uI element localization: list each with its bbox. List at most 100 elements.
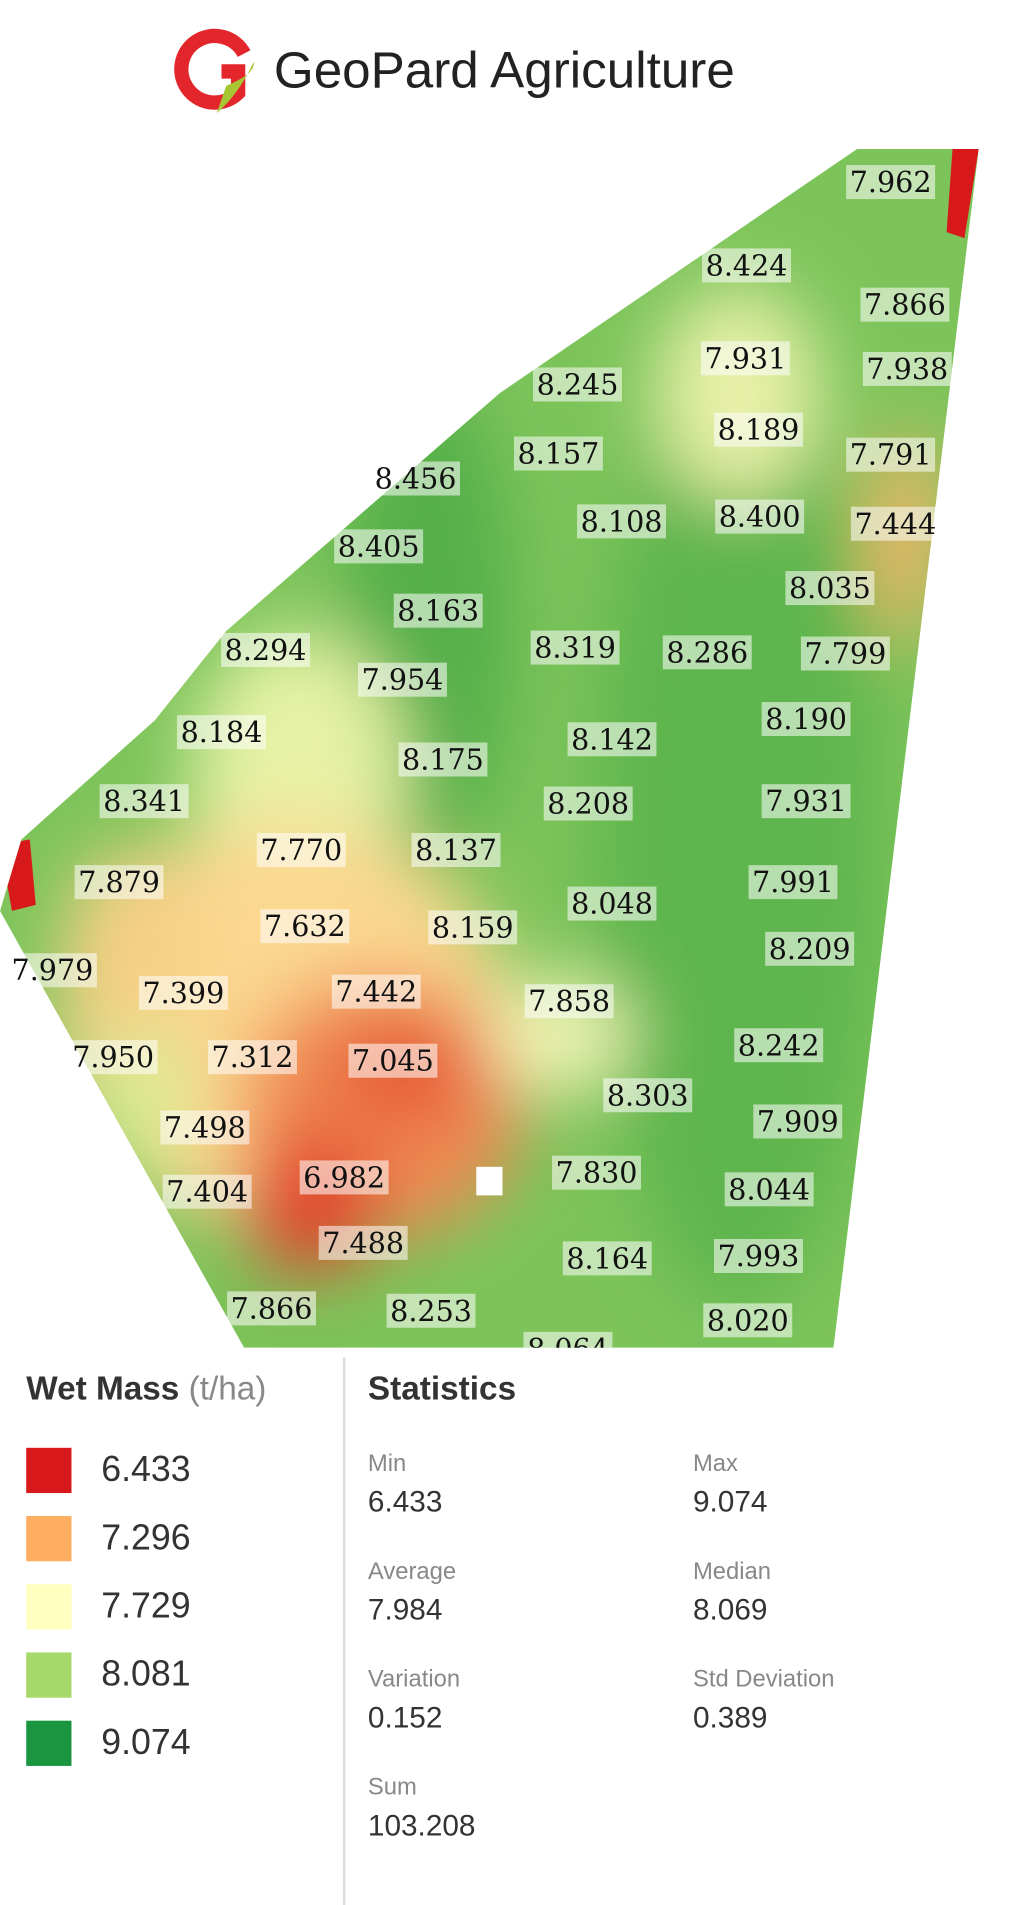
stats-title: Statistics xyxy=(368,1370,516,1407)
label-bg xyxy=(177,715,266,750)
legend-label: 6.433 xyxy=(101,1449,190,1489)
map-label: 7.399 xyxy=(142,976,224,1010)
map-label: 8.184 xyxy=(181,715,263,749)
map-label: 8.242 xyxy=(738,1028,820,1062)
map-label: 8.157 xyxy=(518,437,600,471)
label-bg xyxy=(358,662,447,697)
map-label: 7.045 xyxy=(352,1044,434,1078)
map-label: 7.991 xyxy=(752,865,834,899)
stat-value: 7.984 xyxy=(368,1594,442,1627)
label-bg xyxy=(334,529,424,564)
map-label: 7.954 xyxy=(362,663,444,697)
label-bg xyxy=(256,832,346,867)
map-label: 7.770 xyxy=(260,833,342,867)
stat-value: 8.069 xyxy=(693,1594,767,1627)
stat-label: Average xyxy=(368,1558,456,1585)
map-label: 8.164 xyxy=(566,1241,648,1275)
label-bg xyxy=(221,632,311,667)
map-label: 8.286 xyxy=(666,635,748,669)
map-label: 8.020 xyxy=(707,1303,789,1337)
label-bg xyxy=(713,1238,803,1273)
map-label: 7.404 xyxy=(166,1175,248,1209)
map-label: 7.791 xyxy=(850,438,932,472)
label-bg xyxy=(207,1040,297,1075)
map-label: 8.064 xyxy=(527,1332,609,1366)
label-bg xyxy=(860,287,950,322)
map-label: 8.424 xyxy=(706,248,788,282)
label-bg xyxy=(715,499,805,534)
label-bg xyxy=(543,786,633,821)
map-label: 7.312 xyxy=(212,1040,294,1074)
map-label: 7.866 xyxy=(864,288,946,322)
map-label: 7.950 xyxy=(72,1040,154,1074)
map-label: 8.159 xyxy=(432,910,514,944)
map-label: 7.931 xyxy=(704,341,786,375)
label-bg xyxy=(411,832,501,867)
label-bg xyxy=(577,504,667,539)
label-bg xyxy=(753,1104,843,1139)
map-label: 7.866 xyxy=(231,1291,313,1325)
map-label: 7.909 xyxy=(757,1104,839,1138)
map-label: 7.858 xyxy=(528,984,610,1018)
label-bg xyxy=(603,1078,693,1113)
legend-swatch xyxy=(26,1584,72,1630)
map-label: 8.294 xyxy=(225,633,307,667)
yield-map: 7.962 8.424 7.866 7.931 7.938 8.245 8.189 8.157… xyxy=(0,148,979,1366)
label-bg xyxy=(700,341,790,376)
map-label: 7.799 xyxy=(804,637,886,671)
label-bg xyxy=(734,1028,824,1063)
map-label: 8.190 xyxy=(765,702,847,736)
legend-label: 7.729 xyxy=(101,1585,190,1625)
map-label: 8.341 xyxy=(103,784,185,818)
map-label: 7.879 xyxy=(78,865,160,899)
label-bg xyxy=(348,1043,438,1078)
logo xyxy=(174,28,254,114)
label-bg xyxy=(552,1155,641,1190)
map-label: 8.456 xyxy=(375,462,457,496)
map-label: 8.142 xyxy=(571,722,653,756)
map-label: 7.444 xyxy=(854,507,936,541)
label-bg xyxy=(761,784,851,819)
label-bg xyxy=(761,702,851,737)
map-label: 8.209 xyxy=(769,932,851,966)
label-bg xyxy=(371,461,461,496)
label-bg xyxy=(846,165,936,200)
label-bg xyxy=(428,910,518,945)
label-bg xyxy=(138,975,228,1010)
stat-label: Max xyxy=(693,1450,738,1477)
legend-swatch xyxy=(26,1516,72,1562)
stat-label: Std Deviation xyxy=(693,1666,835,1693)
label-bg xyxy=(524,984,614,1019)
legend-swatch xyxy=(26,1447,72,1494)
label-bg xyxy=(562,1241,652,1276)
app-title: GeoPard Agriculture xyxy=(274,41,735,98)
label-bg xyxy=(99,784,189,819)
map-label: 8.137 xyxy=(415,833,497,867)
label-bg xyxy=(850,506,940,541)
map-label: 7.962 xyxy=(850,165,932,199)
legend-swatch xyxy=(26,1720,72,1766)
map-label: 8.035 xyxy=(789,571,871,605)
label-bg xyxy=(800,636,890,671)
label-bg xyxy=(68,1040,158,1075)
legend-label: 8.081 xyxy=(101,1654,190,1694)
map-label: 8.189 xyxy=(718,413,800,447)
map-label: 7.938 xyxy=(866,352,948,386)
map-label: 7.931 xyxy=(765,784,847,818)
label-bg xyxy=(862,351,952,386)
label-bg xyxy=(785,571,875,606)
map-label: 8.245 xyxy=(537,367,619,401)
label-bg xyxy=(703,1303,793,1338)
label-bg xyxy=(662,635,752,670)
label-bg xyxy=(318,1225,408,1260)
map-label: 7.993 xyxy=(718,1239,800,1273)
label-bg xyxy=(160,1110,250,1145)
map-label: 7.498 xyxy=(164,1110,246,1144)
map-label: 8.175 xyxy=(402,743,484,777)
map-label: 7.488 xyxy=(322,1226,404,1260)
label-bg xyxy=(713,412,803,447)
map-label: 7.830 xyxy=(556,1156,638,1190)
map-label: 8.048 xyxy=(571,887,653,921)
